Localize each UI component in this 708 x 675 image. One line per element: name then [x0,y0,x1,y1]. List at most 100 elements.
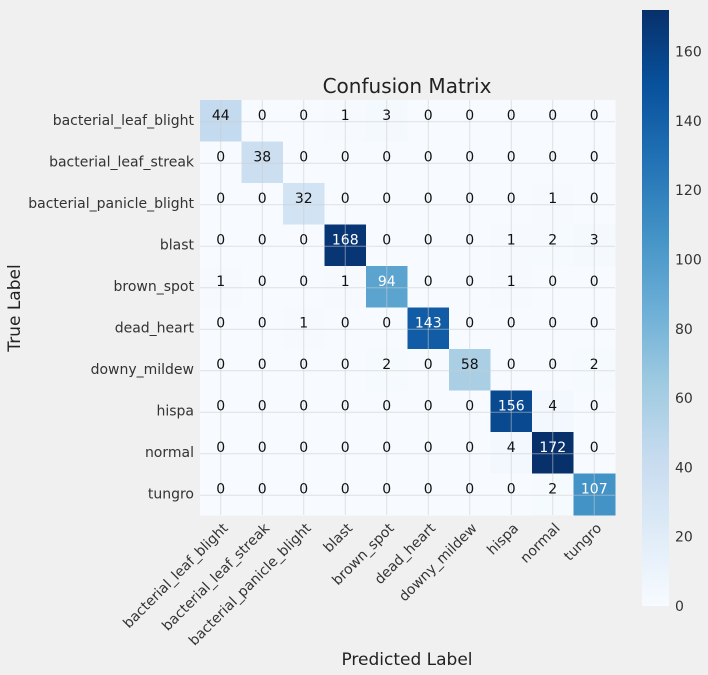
cell-value: 0 [258,440,267,456]
cell-value: 0 [299,482,308,498]
cell-value: 1 [341,274,350,290]
cell-value: 38 [253,150,271,166]
colorbar-tick-label: 40 [675,460,693,476]
cell-value: 0 [382,440,391,456]
cell-value: 1 [507,233,516,249]
cell-value: 0 [341,191,350,207]
cell-value: 0 [216,191,225,207]
cell-value: 0 [341,399,350,415]
cell-value: 2 [590,357,599,373]
cell-value: 0 [424,440,433,456]
cell-value: 0 [465,150,474,166]
cell-value: 0 [299,233,308,249]
y-tick-label: dead_heart [115,321,195,337]
y-tick-label: hispa [156,404,194,420]
cell-value: 1 [341,108,350,124]
colorbar-tick-label: 100 [675,252,702,268]
colorbar-tick-label: 0 [675,599,684,615]
cell-value: 32 [295,191,313,207]
colorbar-gradient [642,10,669,606]
cell-value: 0 [299,274,308,290]
cell-value: 0 [548,150,557,166]
y-tick-label: bacterial_panicle_blight [28,196,194,212]
cell-value: 3 [590,233,599,249]
cell-value: 0 [258,482,267,498]
cell-value: 0 [424,399,433,415]
cell-value: 44 [212,108,230,124]
cell-value: 0 [465,233,474,249]
cell-value: 0 [424,108,433,124]
cell-value: 0 [216,440,225,456]
cell-values: 44 0 0 1 3 0 0 0 0 0 0 38 0 0 0 0 0 0 0 0 0 0 32 0 0 0 0 0 1 0 0 0 0 168 0… [212,108,608,498]
cell-value: 0 [216,399,225,415]
cell-value: 0 [299,399,308,415]
cell-value: 0 [341,440,350,456]
cell-value: 0 [341,150,350,166]
cell-value: 0 [341,357,350,373]
y-tick-label: normal [145,445,194,461]
cell-value: 0 [341,316,350,332]
colorbar: 0 20 40 60 80 100 120 140 160 [642,10,702,615]
cell-value: 0 [382,233,391,249]
y-tick-label: bacterial_leaf_blight [53,113,195,129]
cell-value: 1 [548,191,557,207]
cell-value: 0 [465,399,474,415]
cell-value: 0 [590,274,599,290]
cell-value: 0 [424,274,433,290]
cell-value: 0 [382,150,391,166]
cell-value: 4 [548,399,557,415]
cell-value: 0 [258,108,267,124]
cell-value: 0 [382,482,391,498]
grid-lines [200,100,615,515]
cell-value: 0 [507,108,516,124]
cell-value: 0 [548,108,557,124]
cell-value: 107 [581,482,608,498]
cell-value: 0 [465,316,474,332]
y-tick-label: tungro [148,487,194,503]
cell-value: 168 [332,233,359,249]
x-tick-label: downy_mildew [396,521,480,605]
colorbar-tick-label: 80 [675,322,693,338]
cell-value: 0 [424,150,433,166]
cell-value: 1 [216,274,225,290]
cell-value: 0 [424,191,433,207]
y-tick-label: brown_spot [114,279,195,295]
x-axis-label: Predicted Label [341,650,472,670]
cell-value: 58 [461,357,479,373]
x-tick-label: hispa [484,521,522,559]
cell-value: 0 [424,357,433,373]
cell-value: 0 [382,191,391,207]
cell-value: 2 [382,357,391,373]
cell-value: 0 [258,233,267,249]
x-tick-label: tungro [561,521,605,565]
cell-value: 0 [382,399,391,415]
y-tick-label: bacterial_leaf_streak [49,155,195,171]
colorbar-tick-label: 140 [675,114,702,130]
cell-value: 2 [548,482,557,498]
cell-value: 0 [548,357,557,373]
cell-value: 0 [216,357,225,373]
cell-value: 0 [216,150,225,166]
cell-value: 0 [216,233,225,249]
x-tick-labels: bacterial_leaf_blightbacterial_leaf_stre… [120,520,605,649]
cell-value: 0 [507,191,516,207]
cell-value: 0 [590,399,599,415]
colorbar-tick-label: 60 [675,391,693,407]
y-tick-labels: bacterial_leaf_blight bacterial_leaf_stre… [28,113,195,503]
y-tick-label: downy_mildew [91,362,194,378]
cell-value: 0 [590,191,599,207]
cell-value: 0 [424,482,433,498]
cell-value: 0 [465,482,474,498]
cell-value: 0 [465,108,474,124]
colorbar-tick-label: 20 [675,530,693,546]
cell-value: 172 [539,440,566,456]
cell-value: 0 [299,357,308,373]
cell-value: 0 [465,191,474,207]
cell-value: 94 [378,274,396,290]
cell-value: 0 [507,357,516,373]
cell-value: 0 [258,316,267,332]
cell-value: 0 [258,191,267,207]
cell-value: 1 [507,274,516,290]
cell-value: 0 [465,440,474,456]
